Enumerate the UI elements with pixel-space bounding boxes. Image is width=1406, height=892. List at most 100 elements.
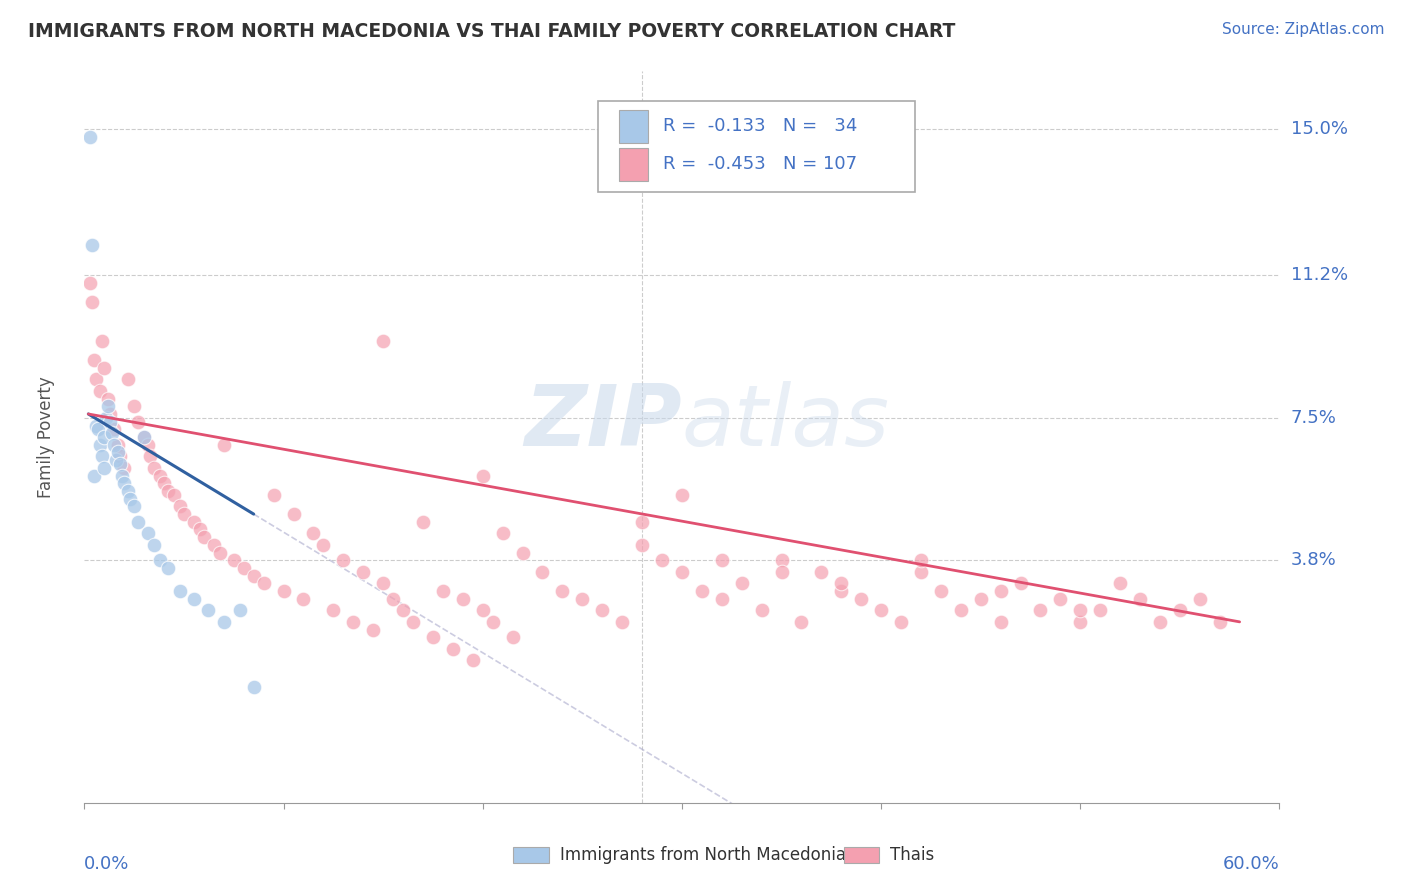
- Point: [110, 457, 132, 471]
- Point: [412, 515, 434, 529]
- Point: [136, 438, 159, 452]
- Text: 7.5%: 7.5%: [1291, 409, 1337, 427]
- Point: [197, 603, 219, 617]
- Point: [93, 360, 115, 375]
- Point: [107, 445, 129, 459]
- Point: [551, 584, 574, 599]
- Point: [531, 565, 554, 579]
- Point: [471, 468, 494, 483]
- Point: [631, 515, 654, 529]
- Point: [461, 653, 484, 667]
- Point: [830, 584, 852, 599]
- Point: [631, 538, 654, 552]
- Point: [432, 584, 454, 599]
- Point: [422, 630, 444, 644]
- Point: [1149, 615, 1171, 629]
- Text: Immigrants from North Macedonia: Immigrants from North Macedonia: [560, 847, 846, 864]
- Point: [112, 476, 135, 491]
- Point: [1129, 591, 1152, 606]
- Text: R =  -0.453   N = 107: R = -0.453 N = 107: [662, 155, 856, 173]
- Point: [212, 438, 235, 452]
- Text: atlas: atlas: [682, 381, 890, 464]
- Point: [117, 372, 139, 386]
- Text: ZIP: ZIP: [524, 381, 682, 464]
- Point: [143, 538, 166, 552]
- Point: [830, 576, 852, 591]
- Point: [651, 553, 673, 567]
- Point: [149, 553, 172, 567]
- Point: [136, 526, 159, 541]
- Point: [990, 615, 1012, 629]
- Point: [86, 418, 108, 433]
- Point: [890, 615, 912, 629]
- Point: [98, 415, 121, 429]
- Point: [1069, 603, 1091, 617]
- Point: [302, 526, 325, 541]
- Point: [202, 538, 225, 552]
- Text: Thais: Thais: [890, 847, 935, 864]
- Point: [1188, 591, 1211, 606]
- Point: [93, 430, 115, 444]
- Point: [96, 410, 118, 425]
- Point: [117, 483, 139, 498]
- Point: [229, 603, 252, 617]
- Point: [1090, 603, 1112, 617]
- Point: [242, 568, 264, 582]
- Point: [127, 415, 149, 429]
- Text: Family Poverty: Family Poverty: [37, 376, 55, 498]
- Point: [970, 591, 993, 606]
- Point: [222, 553, 245, 567]
- Point: [1069, 615, 1091, 629]
- Point: [949, 603, 972, 617]
- Point: [139, 450, 162, 464]
- Point: [332, 553, 354, 567]
- Point: [101, 426, 124, 441]
- Point: [169, 500, 191, 514]
- Point: [173, 507, 195, 521]
- Text: IMMIGRANTS FROM NORTH MACEDONIA VS THAI FAMILY POVERTY CORRELATION CHART: IMMIGRANTS FROM NORTH MACEDONIA VS THAI …: [28, 22, 956, 41]
- Point: [163, 488, 186, 502]
- Point: [910, 565, 932, 579]
- Point: [242, 681, 264, 695]
- Point: [1168, 603, 1191, 617]
- Point: [1109, 576, 1132, 591]
- Point: [97, 392, 120, 406]
- Point: [451, 591, 474, 606]
- Point: [132, 430, 156, 444]
- Point: [810, 565, 832, 579]
- Point: [1010, 576, 1032, 591]
- Point: [352, 565, 374, 579]
- Point: [127, 515, 149, 529]
- Point: [82, 237, 104, 252]
- Point: [292, 591, 315, 606]
- Point: [690, 584, 713, 599]
- Point: [471, 603, 494, 617]
- Point: [373, 334, 395, 348]
- Point: [441, 641, 464, 656]
- Point: [481, 615, 503, 629]
- Point: [671, 488, 693, 502]
- Point: [361, 623, 384, 637]
- Point: [89, 438, 111, 452]
- Point: [751, 603, 773, 617]
- Point: [149, 468, 172, 483]
- Point: [83, 468, 105, 483]
- Point: [591, 603, 613, 617]
- Point: [263, 488, 285, 502]
- Point: [342, 615, 364, 629]
- Text: 15.0%: 15.0%: [1291, 120, 1347, 138]
- Point: [790, 615, 813, 629]
- FancyBboxPatch shape: [599, 101, 915, 192]
- Text: 11.2%: 11.2%: [1291, 267, 1348, 285]
- Point: [990, 584, 1012, 599]
- Point: [79, 276, 101, 290]
- Point: [122, 500, 145, 514]
- Text: 3.8%: 3.8%: [1291, 551, 1336, 569]
- Point: [232, 561, 254, 575]
- Text: 0.0%: 0.0%: [84, 855, 129, 873]
- Point: [169, 584, 191, 599]
- Point: [731, 576, 754, 591]
- Point: [710, 553, 733, 567]
- Point: [770, 553, 793, 567]
- Point: [132, 430, 156, 444]
